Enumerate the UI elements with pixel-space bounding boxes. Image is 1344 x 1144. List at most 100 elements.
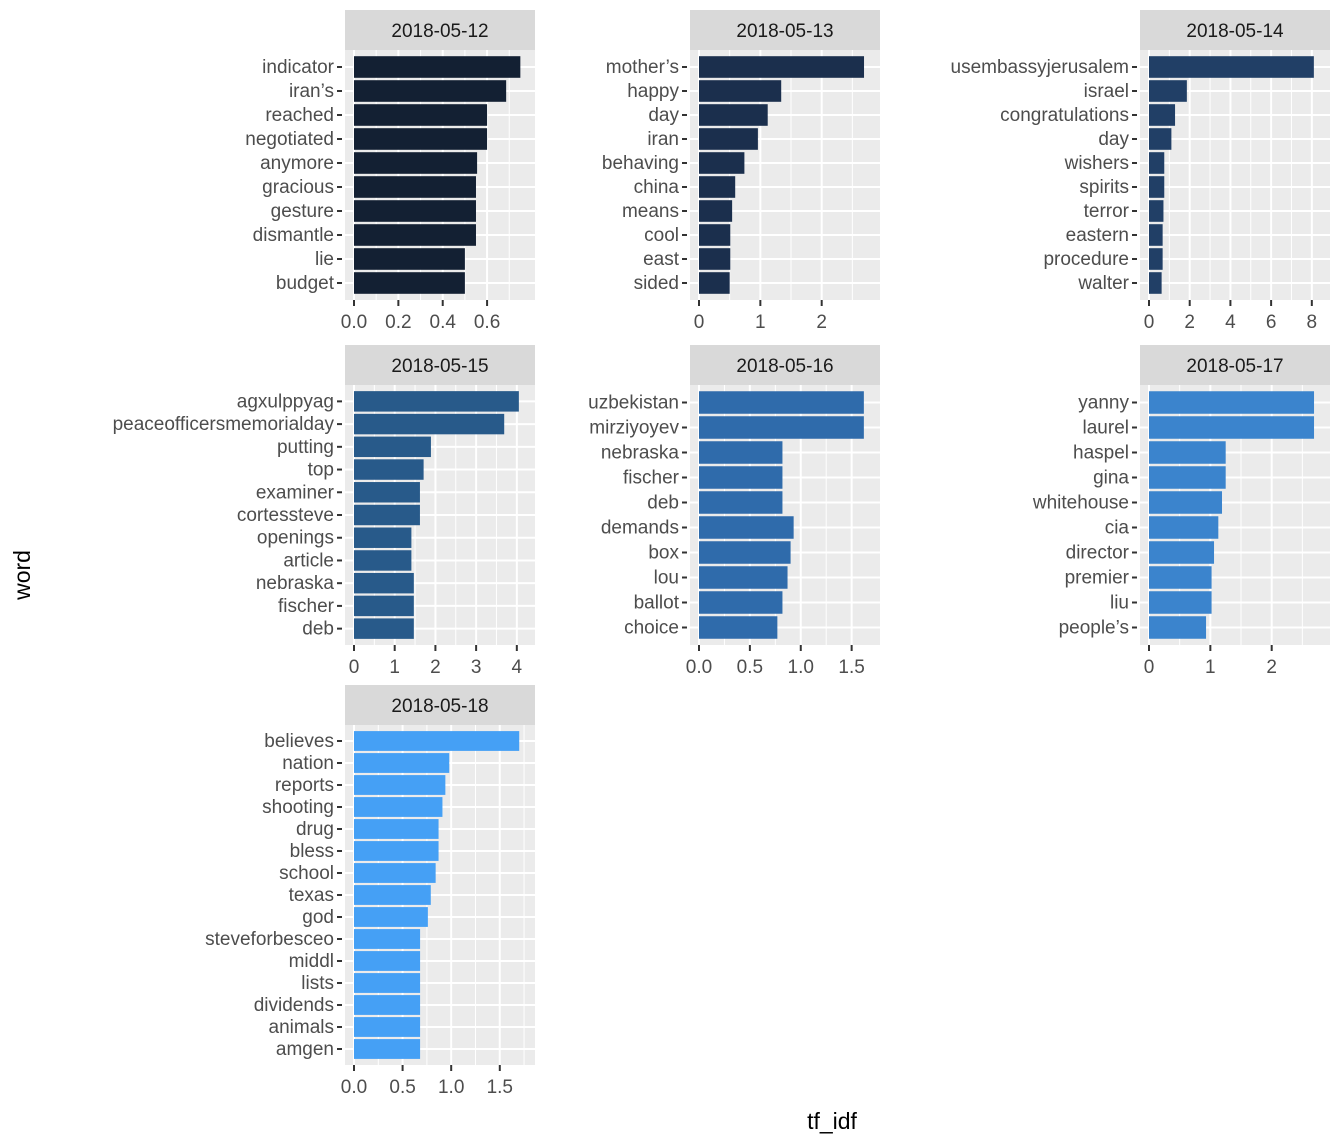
bar-iran: [699, 128, 758, 150]
y-tick-label: examiner: [256, 482, 335, 503]
y-tick-label: choice: [624, 618, 679, 639]
bar-choice: [699, 616, 778, 639]
y-tick-label: peaceofficersmemorialday: [113, 414, 335, 435]
y-tick-label: fischer: [278, 596, 335, 617]
bar-steveforbesceo: [354, 929, 421, 949]
y-tick-label: lou: [654, 568, 679, 589]
y-tick-label: yanny: [1078, 393, 1129, 414]
bar-demands: [699, 516, 794, 539]
bar-lou: [699, 566, 788, 589]
bar-reached: [354, 104, 488, 126]
facet-title: 2018-05-18: [391, 696, 488, 717]
y-tick-label: reached: [265, 105, 334, 126]
y-tick-label: animals: [269, 1017, 334, 1038]
x-tick-label: 0: [694, 312, 705, 333]
y-tick-label: openings: [257, 528, 334, 549]
bar-mirziyoyev: [699, 416, 864, 439]
bar-texas: [354, 885, 431, 905]
y-tick-label: nebraska: [601, 443, 680, 464]
y-tick-label: agxulppyag: [237, 391, 334, 412]
x-tick-label: 4: [1225, 312, 1236, 333]
bar-box: [699, 541, 791, 564]
bar-day: [699, 104, 768, 126]
bar-middl: [354, 951, 421, 971]
bar-reports: [354, 775, 446, 795]
bar-openings: [354, 527, 412, 548]
y-tick-label: walter: [1077, 273, 1129, 294]
y-tick-label: lists: [301, 973, 334, 994]
bar-nation: [354, 753, 450, 773]
bar-terror: [1149, 200, 1164, 222]
y-tick-label: cortessteve: [237, 505, 334, 526]
y-tick-label: congratulations: [1000, 105, 1129, 126]
y-tick-label: happy: [627, 81, 679, 102]
bar-premier: [1149, 566, 1212, 589]
y-tick-label: sided: [634, 273, 679, 294]
y-tick-label: amgen: [276, 1039, 334, 1060]
panel-2018-05-15: 2018-05-15 agxulppyagpeaceofficersmemoria…: [113, 345, 535, 678]
facet-strip: [345, 345, 535, 385]
y-tick-label: indicator: [262, 57, 334, 78]
y-tick-label: means: [622, 201, 679, 222]
y-tick-label: cia: [1105, 518, 1130, 539]
y-axis-title: word: [9, 550, 35, 601]
bar-spirits: [1149, 176, 1165, 198]
x-tick-label: 1.5: [487, 1077, 513, 1098]
y-tick-label: gracious: [262, 177, 334, 198]
x-tick-label: 1: [755, 312, 766, 333]
y-tick-label: wishers: [1064, 153, 1129, 174]
bar-china: [699, 176, 736, 198]
bar-cia: [1149, 516, 1219, 539]
panel-2018-05-12: 2018-05-12 indicator iran’s reached negotiat…: [245, 10, 535, 333]
y-tick-label: director: [1066, 543, 1130, 564]
y-tick-label: negotiated: [245, 129, 334, 150]
bar-peaceofficersmemorialday: [354, 413, 505, 435]
bar-usembassyjerusalem: [1149, 56, 1314, 78]
y-tick-label: spirits: [1079, 177, 1129, 198]
bar-east: [699, 248, 731, 270]
y-tick-label: whitehouse: [1032, 493, 1129, 514]
y-tick-label: east: [643, 249, 680, 270]
y-tick-label: drug: [296, 819, 334, 840]
bar-negotiated: [354, 128, 488, 150]
x-tick-label: 0: [349, 657, 360, 678]
bar-anymore: [354, 152, 478, 174]
bar-dividends: [354, 995, 421, 1015]
bar-eastern: [1149, 224, 1163, 246]
bar-putting: [354, 436, 431, 458]
y-tick-label: cool: [644, 225, 679, 246]
bar-gracious: [354, 176, 476, 198]
y-tick-label: procedure: [1043, 249, 1129, 270]
y-tick-label: middl: [289, 951, 334, 972]
x-tick-label: 1.5: [838, 657, 864, 678]
x-tick-label: 1.0: [438, 1077, 464, 1098]
bar-iran’s: [354, 80, 507, 102]
x-tick-label: 6: [1266, 312, 1277, 333]
facet-strip: [1140, 10, 1330, 50]
bar-indicator: [354, 56, 521, 78]
x-tick-label: 0: [1144, 657, 1155, 678]
y-tick-label: box: [648, 543, 679, 564]
facet-strip: [690, 10, 880, 50]
bar-people’s: [1149, 616, 1207, 639]
x-tick-label: 4: [512, 657, 523, 678]
bar-procedure: [1149, 248, 1163, 270]
bar-cool: [699, 224, 731, 246]
bar-fischer: [354, 595, 414, 617]
x-tick-label: 0.0: [686, 657, 712, 678]
y-tick-label: god: [302, 907, 334, 928]
panel-2018-05-17: 2018-05-17 yanny laurel haspel gina whitehous…: [1032, 345, 1330, 678]
y-tick-label: shooting: [262, 797, 334, 818]
y-tick-label: haspel: [1073, 443, 1129, 464]
bar-deb: [354, 618, 414, 639]
x-tick-label: 0.5: [737, 657, 763, 678]
y-tick-label: nation: [282, 753, 334, 774]
y-tick-label: texas: [289, 885, 334, 906]
y-tick-label: laurel: [1083, 418, 1129, 439]
y-tick-label: terror: [1084, 201, 1130, 222]
y-tick-label: iran: [647, 129, 679, 150]
bar-drug: [354, 819, 439, 839]
facet-title: 2018-05-12: [391, 21, 488, 42]
bar-animals: [354, 1017, 421, 1037]
bar-dismantle: [354, 224, 476, 246]
